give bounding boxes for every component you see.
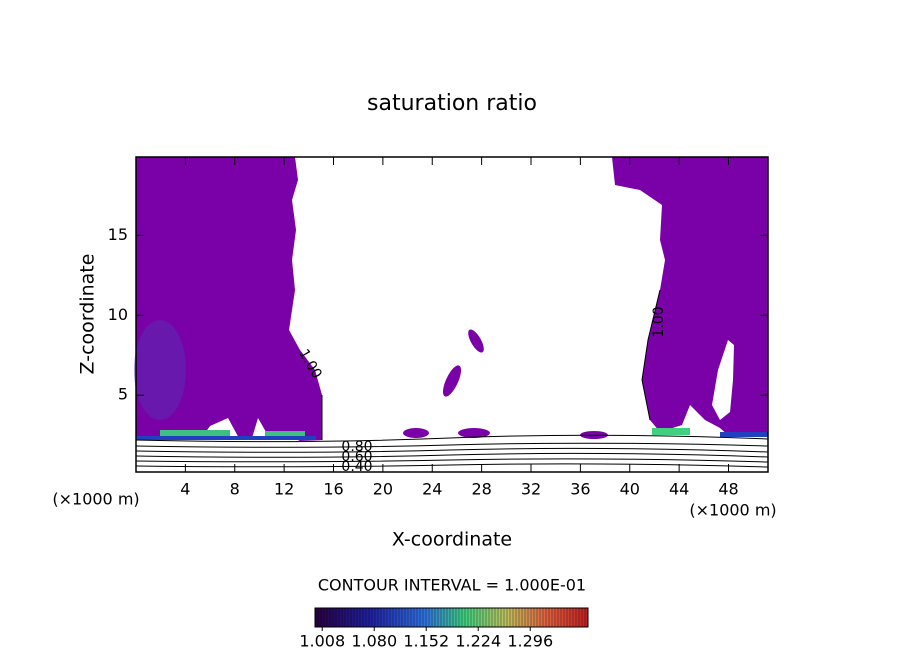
colorbar-tick-label: 1.224 <box>455 632 501 651</box>
region <box>720 432 768 437</box>
region <box>652 428 690 435</box>
contour-line <box>641 289 661 421</box>
contour-label: 1.00 <box>651 306 667 337</box>
colorbar-tick-label: 1.296 <box>507 632 553 651</box>
contour-line <box>135 452 769 458</box>
contour-line <box>135 442 769 448</box>
contour-lines <box>135 289 769 468</box>
y-tick-label: 10 <box>108 305 128 324</box>
chart-title: saturation ratio <box>367 91 537 116</box>
contour-label: 0.60 <box>341 449 372 465</box>
colorbar-tick-label: 1.152 <box>403 632 449 651</box>
x-tick-label: 40 <box>620 480 640 499</box>
contour-label: 0.80 <box>341 439 372 455</box>
x-tick-label: 36 <box>570 480 590 499</box>
contour-line <box>135 447 769 453</box>
region <box>160 430 230 436</box>
contour-interval: CONTOUR INTERVAL = 1.000E-01 <box>318 576 586 595</box>
region <box>712 340 734 420</box>
x-tick-label: 20 <box>373 480 393 499</box>
region <box>442 365 462 397</box>
contour-line <box>135 434 769 443</box>
x-unit-label: (×1000 m) <box>689 501 776 520</box>
x-tick-label: 16 <box>323 480 343 499</box>
x-tick-label: 44 <box>669 480 689 499</box>
x-tick-label: 8 <box>230 480 240 499</box>
y-unit-label: (×1000 m) <box>52 490 139 509</box>
contour-line <box>135 458 769 463</box>
contour-label: 0.40 <box>341 459 372 475</box>
region <box>134 320 186 420</box>
x-tick-label: 32 <box>521 480 541 499</box>
x-tick-label: 48 <box>718 480 738 499</box>
contour-line <box>135 463 769 468</box>
region <box>468 329 484 353</box>
colorbar-tick-label: 1.080 <box>351 632 397 651</box>
region <box>458 428 490 438</box>
x-tick-label: 12 <box>274 480 294 499</box>
colorbar <box>314 607 589 628</box>
y-tick-label: 5 <box>118 385 128 404</box>
y-axis-label: Z-coordinate <box>77 254 99 375</box>
y-tick-label: 15 <box>108 225 128 244</box>
colorbar-tick-label: 1.008 <box>299 632 345 651</box>
x-tick-label: 4 <box>180 480 190 499</box>
x-axis-label: X-coordinate <box>392 529 512 551</box>
x-tick-label: 24 <box>422 480 442 499</box>
plot-frame <box>135 156 769 473</box>
region <box>403 428 429 438</box>
region <box>612 157 768 437</box>
region <box>265 431 305 437</box>
x-tick-label: 28 <box>471 480 491 499</box>
region <box>136 436 316 440</box>
fill-regions <box>134 157 768 441</box>
